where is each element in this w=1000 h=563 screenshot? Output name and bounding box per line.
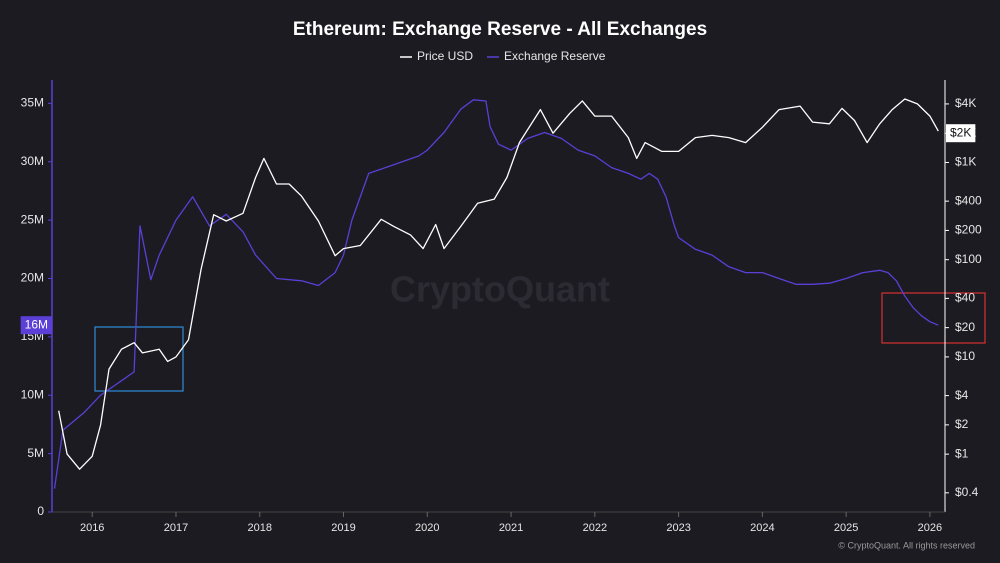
series-line (53, 99, 939, 489)
y2-tick-label: $4 (955, 388, 969, 402)
y2-tick-label: $20 (955, 320, 975, 334)
series-line (58, 98, 939, 470)
value-badge-label: $2K (950, 125, 971, 139)
y2-tick-label: $1 (955, 446, 969, 460)
y2-tick-label: $1K (955, 155, 976, 169)
y2-tick-label: $40 (955, 291, 975, 305)
watermark: CryptoQuant (390, 269, 610, 310)
value-badge (946, 124, 976, 143)
x-tick-label: 2019 (331, 522, 355, 534)
legend-label: Exchange Reserve (504, 49, 606, 63)
y2-tick-label: $200 (955, 223, 982, 237)
highlight-box (94, 326, 184, 392)
y2-tick-label: $4K (955, 96, 976, 110)
highlight-box (881, 292, 986, 344)
x-tick-label: 2022 (583, 522, 607, 534)
x-tick-label: 2024 (750, 522, 774, 534)
value-badge-label: 16M (25, 317, 48, 331)
y2-tick-label: $10 (955, 349, 975, 363)
x-tick-label: 2021 (499, 522, 523, 534)
y-tick-label: 10M (21, 387, 44, 401)
y-tick-label: 5M (27, 446, 44, 460)
value-badge (20, 316, 52, 335)
y-tick-label: 30M (21, 154, 44, 168)
y2-tick-label: $400 (955, 193, 982, 207)
y2-tick-label: $100 (955, 252, 982, 266)
chart-title: Ethereum: Exchange Reserve - All Exchang… (293, 19, 707, 40)
y2-tick-label: $2 (955, 417, 969, 431)
y-tick-label: 20M (21, 271, 44, 285)
x-tick-label: 2018 (248, 522, 272, 534)
y2-tick-label: $0.4 (955, 485, 979, 499)
y-tick-label: 25M (21, 212, 44, 226)
x-tick-label: 2026 (918, 522, 942, 534)
x-tick-label: 2023 (666, 522, 690, 534)
credit: © CryptoQuant. All rights reserved (838, 540, 975, 550)
legend-label: Price USD (417, 49, 473, 63)
x-tick-label: 2020 (415, 522, 439, 534)
y-tick-label: 0 (37, 504, 44, 518)
y-tick-label: 35M (21, 96, 44, 110)
x-tick-label: 2017 (164, 522, 188, 534)
x-tick-label: 2016 (80, 522, 104, 534)
x-tick-label: 2025 (834, 522, 858, 534)
